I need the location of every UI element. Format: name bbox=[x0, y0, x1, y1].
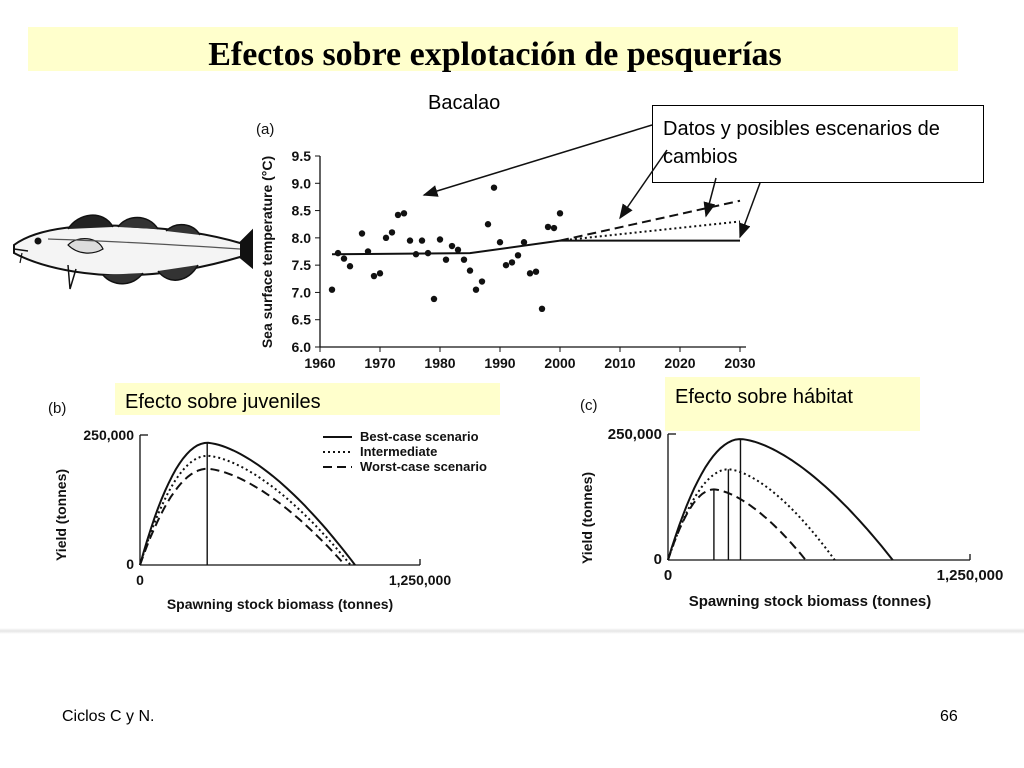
yield-habitat-chart: (c) Yield (tonnes) Spawning stock biomas… bbox=[579, 397, 1004, 610]
data-point bbox=[436, 236, 444, 243]
y-tick-label: 250,000 bbox=[608, 426, 662, 443]
data-point bbox=[370, 272, 378, 280]
x-tick-label: 2000 bbox=[544, 355, 575, 371]
y-tick-label: 9.5 bbox=[292, 148, 312, 164]
x-tick-label: 2020 bbox=[664, 355, 695, 371]
x-tick-label: 0 bbox=[664, 567, 672, 584]
cod-fish-icon bbox=[13, 214, 253, 290]
data-point bbox=[466, 267, 474, 274]
data-scenarios-callout: Datos y posibles escenarios de cambios bbox=[652, 105, 984, 183]
x-tick-label: 1980 bbox=[424, 355, 455, 371]
y-tick-label: 250,000 bbox=[83, 427, 134, 443]
arrow-icon bbox=[739, 182, 761, 239]
data-point bbox=[376, 270, 384, 277]
data-point bbox=[508, 259, 516, 266]
data-point bbox=[460, 256, 468, 263]
data-point bbox=[490, 184, 498, 191]
data-point bbox=[526, 270, 534, 277]
yield-curve-solid bbox=[667, 438, 894, 561]
data-point bbox=[328, 286, 336, 293]
data-point bbox=[502, 261, 510, 269]
data-point bbox=[394, 211, 402, 219]
legend-label: Best-case scenario bbox=[360, 429, 479, 444]
biomass-b-xlabel: Spawning stock biomass (tonnes) bbox=[167, 596, 393, 612]
sst-ylabel: Sea surface temperature (°C) bbox=[259, 156, 275, 348]
y-tick-label: 8.0 bbox=[292, 230, 312, 246]
legend-label: Worst-case scenario bbox=[360, 459, 487, 474]
y-tick-label: 7.5 bbox=[292, 257, 312, 273]
arrow-icon bbox=[422, 124, 653, 197]
slide-title: Efectos sobre explotación de pesquerías bbox=[208, 36, 782, 73]
yield-curve-dotted bbox=[139, 454, 352, 566]
data-point bbox=[358, 230, 366, 237]
data-point bbox=[388, 229, 396, 236]
trend-line-dotted bbox=[559, 220, 741, 242]
yield-juveniles-chart: (b) Yield (tonnes) Spawning stock biomas… bbox=[48, 400, 487, 612]
y-tick-label: 6.0 bbox=[292, 339, 312, 355]
data-point bbox=[544, 223, 552, 231]
caption-fragment bbox=[0, 628, 1024, 634]
data-point bbox=[418, 237, 426, 244]
data-point bbox=[340, 255, 348, 262]
y-tick-label: 0 bbox=[654, 551, 662, 568]
data-point bbox=[478, 278, 486, 285]
y-tick-label: 6.5 bbox=[292, 312, 312, 328]
data-point bbox=[550, 224, 558, 232]
x-tick-label: 1,250,000 bbox=[389, 572, 451, 588]
data-point bbox=[520, 239, 528, 246]
yield-curve-dotted bbox=[667, 468, 836, 561]
footer-page-number: 66 bbox=[940, 708, 958, 725]
y-tick-label: 8.5 bbox=[292, 203, 312, 219]
yield-curve-dashed bbox=[139, 467, 346, 566]
data-point bbox=[532, 268, 540, 275]
label-habitat: Efecto sobre hábitat bbox=[665, 377, 920, 431]
slide-subtitle: Bacalao bbox=[428, 92, 501, 114]
trend-line-dashed bbox=[559, 199, 741, 242]
data-point bbox=[514, 252, 522, 259]
title-highlight bbox=[28, 27, 958, 71]
yield-c-ylabel: Yield (tonnes) bbox=[579, 472, 595, 564]
x-tick-label: 1970 bbox=[364, 355, 395, 371]
data-point bbox=[454, 246, 462, 254]
arrow-icon bbox=[703, 177, 717, 218]
x-tick-label: 1,250,000 bbox=[937, 567, 1004, 584]
data-point bbox=[484, 221, 492, 228]
x-tick-label: 1960 bbox=[304, 355, 335, 371]
x-tick-label: 2010 bbox=[604, 355, 635, 371]
data-point bbox=[406, 237, 414, 244]
y-tick-label: 9.0 bbox=[292, 175, 312, 191]
yield-curve-dashed bbox=[667, 488, 807, 561]
data-point bbox=[538, 305, 546, 312]
data-point bbox=[556, 210, 564, 217]
data-point bbox=[400, 210, 408, 217]
yield-curve-solid bbox=[139, 441, 356, 566]
y-tick-label: 7.0 bbox=[292, 284, 312, 300]
footer-course: Ciclos C y N. bbox=[62, 708, 155, 725]
x-tick-label: 1990 bbox=[484, 355, 515, 371]
label-juveniles: Efecto sobre juveniles bbox=[115, 383, 500, 415]
data-point bbox=[346, 263, 354, 270]
sst-chart: (a) Sea surface temperature (°C) 6.0 6.5 7… bbox=[256, 121, 756, 371]
arrow-icon bbox=[619, 149, 668, 220]
legend-label: Intermediate bbox=[360, 444, 437, 459]
yield-b-ylabel: Yield (tonnes) bbox=[53, 469, 69, 561]
x-tick-label: 0 bbox=[136, 572, 144, 588]
data-point bbox=[472, 286, 480, 293]
trend-line-solid bbox=[331, 239, 740, 256]
data-point bbox=[430, 295, 438, 303]
data-point bbox=[442, 256, 450, 263]
panel-b-label: (b) bbox=[48, 400, 66, 417]
data-point bbox=[448, 242, 456, 250]
y-tick-label: 0 bbox=[126, 556, 134, 572]
data-point bbox=[496, 239, 504, 246]
x-tick-label: 2030 bbox=[724, 355, 755, 371]
panel-a-label: (a) bbox=[256, 121, 274, 138]
data-point bbox=[382, 234, 390, 242]
biomass-c-xlabel: Spawning stock biomass (tonnes) bbox=[689, 593, 932, 610]
panel-c-label: (c) bbox=[580, 397, 598, 414]
